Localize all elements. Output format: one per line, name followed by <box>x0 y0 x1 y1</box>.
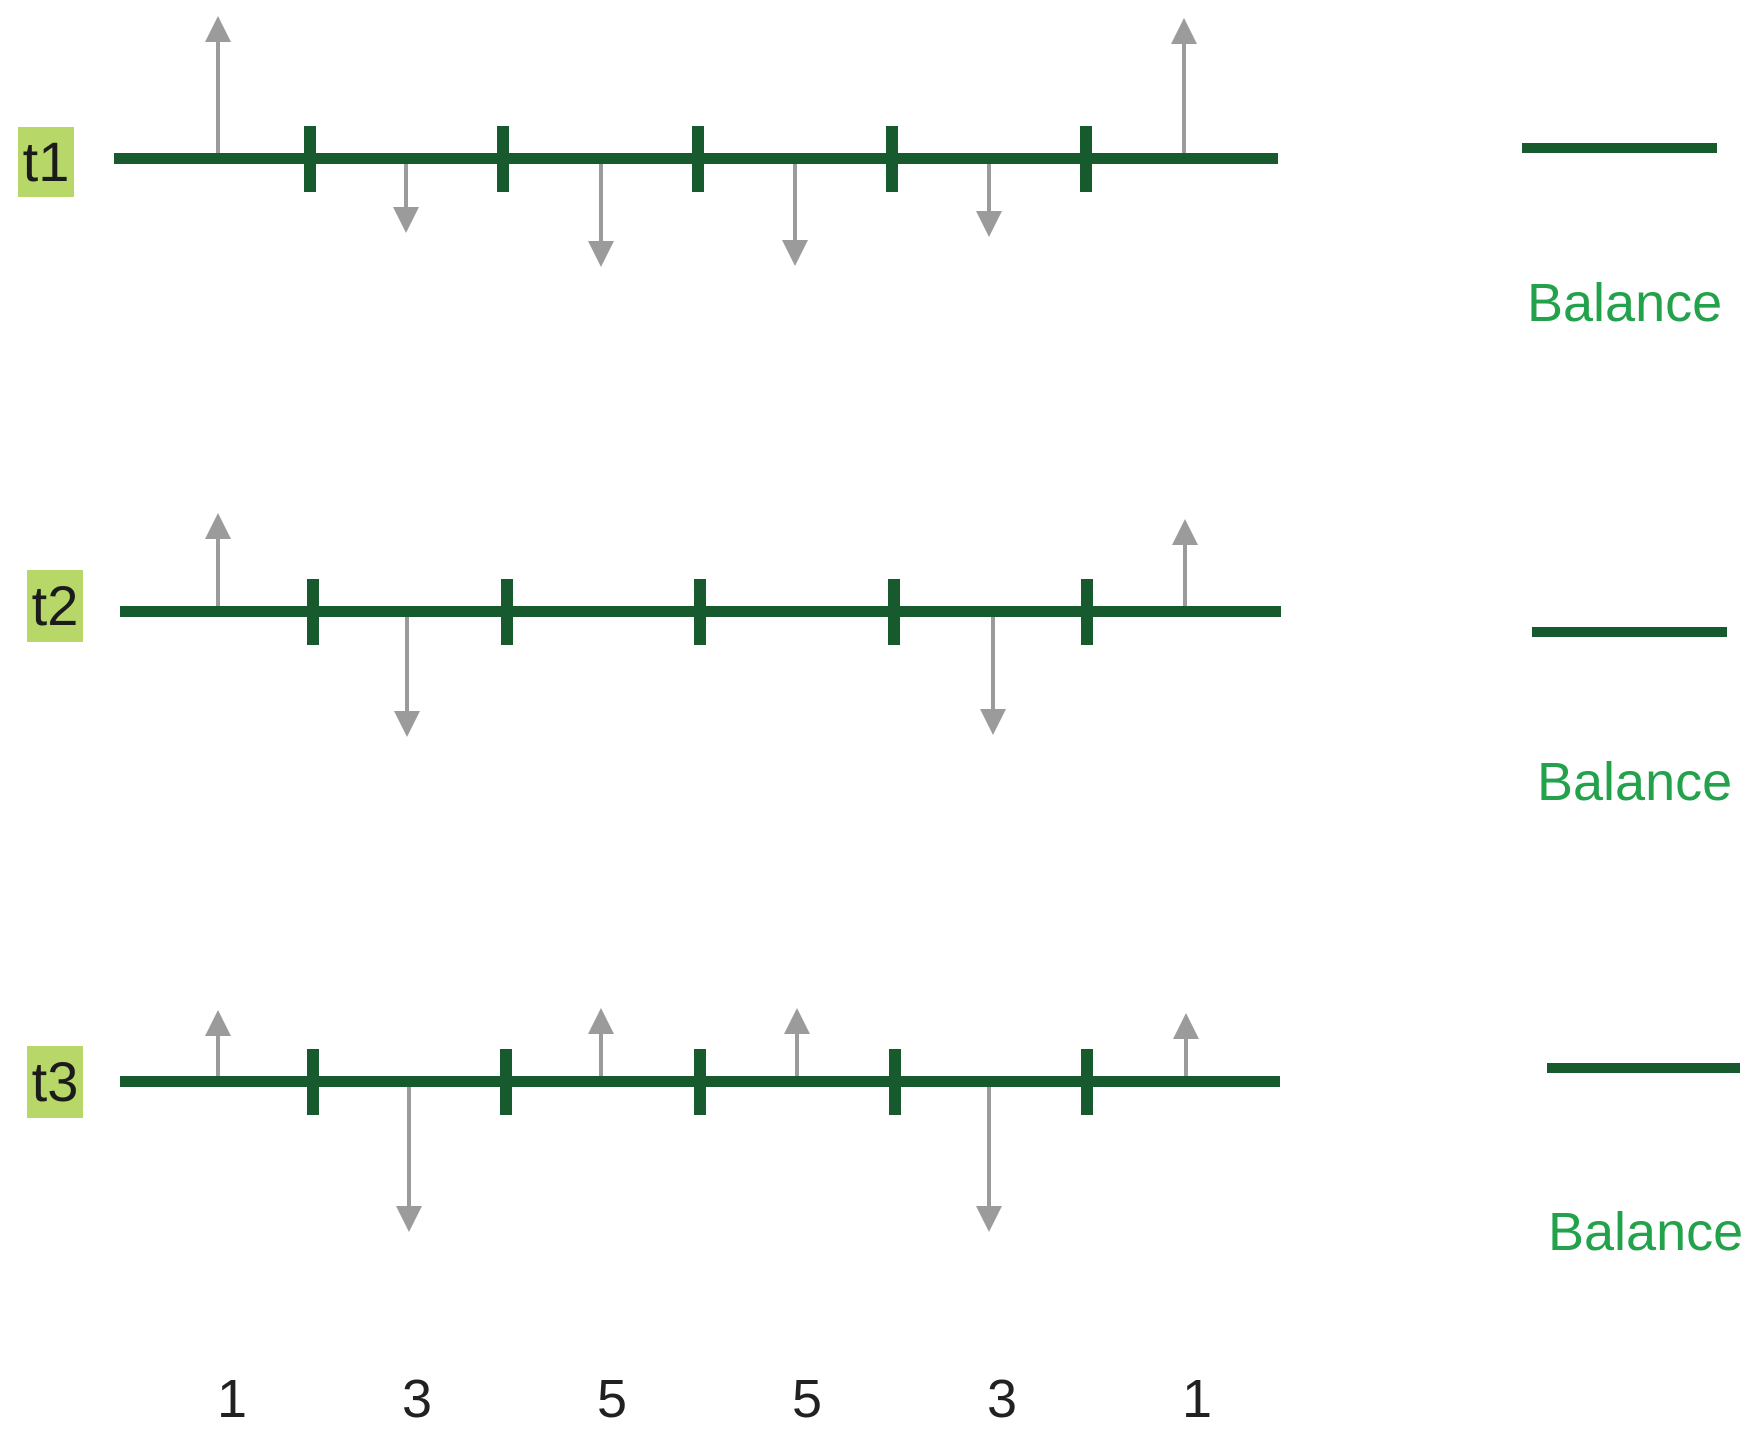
up-arrow-shaft <box>1183 539 1187 612</box>
down-arrow-shaft <box>991 612 995 715</box>
down-arrow-shaft <box>599 159 603 247</box>
balance-line-t2 <box>1532 627 1727 637</box>
timeline-tick <box>888 579 900 645</box>
down-arrow-head-icon <box>396 1206 422 1232</box>
down-arrow-head-icon <box>980 709 1006 735</box>
balance-label-t3: Balance <box>1548 1202 1744 1262</box>
down-arrow-shaft <box>405 612 409 717</box>
timeline-tick <box>1081 1049 1093 1115</box>
up-arrow-head-icon <box>1173 1013 1199 1039</box>
timeline-tick <box>497 126 509 192</box>
up-arrow-head-icon <box>205 1010 231 1036</box>
down-arrow-head-icon <box>976 211 1002 237</box>
axis-number: 3 <box>986 1369 1018 1429</box>
balance-label-t2: Balance <box>1537 752 1733 812</box>
axis-number: 1 <box>1181 1369 1213 1429</box>
timeline-tick <box>307 1049 319 1115</box>
timeline-tick <box>889 1049 901 1115</box>
up-arrow-shaft <box>1184 1033 1188 1082</box>
timeline-tick <box>886 126 898 192</box>
down-arrow-shaft <box>987 159 991 217</box>
down-arrow-head-icon <box>393 207 419 233</box>
down-arrow-shaft <box>793 159 797 246</box>
up-arrow-head-icon <box>205 513 231 539</box>
timeline-tick <box>694 579 706 645</box>
timeline-tick <box>304 126 316 192</box>
axis-number: 1 <box>216 1369 248 1429</box>
axis-number: 5 <box>791 1369 823 1429</box>
up-arrow-head-icon <box>1172 519 1198 545</box>
down-arrow-head-icon <box>782 240 808 266</box>
balance-line-t1 <box>1522 143 1717 153</box>
row-label-t2: t2 <box>27 570 83 642</box>
timeline-tick <box>1081 579 1093 645</box>
timeline-tick <box>307 579 319 645</box>
up-arrow-shaft <box>216 533 220 612</box>
balance-label-t1: Balance <box>1527 273 1723 333</box>
up-arrow-head-icon <box>588 1008 614 1034</box>
up-arrow-head-icon <box>784 1008 810 1034</box>
timeline-tick <box>694 1049 706 1115</box>
up-arrow-shaft <box>599 1028 603 1082</box>
down-arrow-head-icon <box>394 711 420 737</box>
down-arrow-shaft <box>987 1082 991 1212</box>
up-arrow-shaft <box>1182 38 1186 159</box>
up-arrow-shaft <box>216 36 220 159</box>
row-label-t3: t3 <box>27 1046 83 1118</box>
row-label-t1: t1 <box>18 127 74 197</box>
down-arrow-shaft <box>404 159 408 213</box>
timeline-tick <box>692 126 704 192</box>
down-arrow-shaft <box>407 1082 411 1212</box>
up-arrow-head-icon <box>205 16 231 42</box>
timeline-tick <box>500 1049 512 1115</box>
up-arrow-head-icon <box>1171 18 1197 44</box>
up-arrow-shaft <box>216 1030 220 1082</box>
timeline-tick <box>501 579 513 645</box>
down-arrow-head-icon <box>588 241 614 267</box>
up-arrow-shaft <box>795 1028 799 1082</box>
axis-number: 5 <box>596 1369 628 1429</box>
timeline-tick <box>1080 126 1092 192</box>
axis-number: 3 <box>401 1369 433 1429</box>
down-arrow-head-icon <box>976 1206 1002 1232</box>
balance-line-t3 <box>1547 1063 1740 1073</box>
